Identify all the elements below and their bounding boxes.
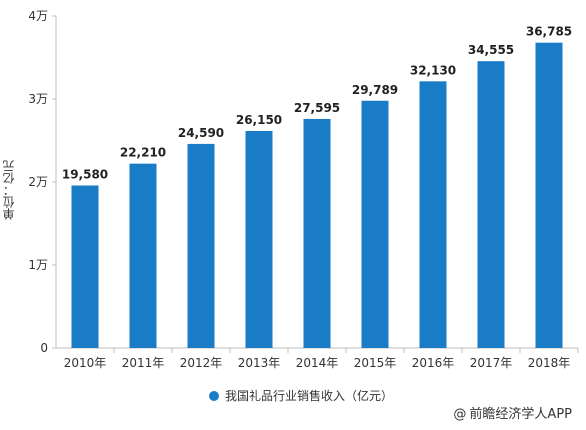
x-tick-label: 2012年 — [180, 356, 223, 370]
footer-credit-text: 前瞻经济学人APP — [469, 407, 572, 422]
y-tick-label: 3万 — [28, 92, 48, 106]
x-tick-label: 2010年 — [64, 356, 107, 370]
x-tick-label: 2014年 — [296, 356, 339, 370]
bar — [71, 185, 99, 348]
y-tick-label: 2万 — [28, 175, 48, 189]
bar — [361, 100, 389, 348]
x-tick-label: 2018年 — [528, 356, 571, 370]
data-label: 24,590 — [178, 126, 224, 140]
data-label: 36,785 — [526, 25, 572, 39]
data-label: 32,130 — [410, 63, 456, 77]
y-tick-label: 1万 — [28, 258, 48, 272]
bar — [245, 130, 273, 348]
x-tick-label: 2017年 — [470, 356, 513, 370]
bar — [303, 118, 331, 348]
bar — [187, 143, 215, 348]
bar — [129, 163, 157, 348]
data-label: 34,555 — [468, 43, 514, 57]
bar — [419, 81, 447, 349]
data-label: 26,150 — [236, 113, 282, 127]
footer-credit: @ 前瞻经济学人APP — [453, 403, 572, 422]
bar — [535, 42, 563, 348]
y-tick-label: 4万 — [28, 9, 48, 23]
data-label: 19,580 — [62, 167, 108, 181]
x-tick-label: 2013年 — [238, 356, 281, 370]
x-tick-label: 2015年 — [354, 356, 397, 370]
x-tick-label: 2011年 — [122, 356, 165, 370]
legend-label: 我国礼品行业销售收入（亿元） — [225, 388, 393, 403]
y-tick-label: 0 — [40, 341, 48, 355]
x-tick-label: 2016年 — [412, 356, 455, 370]
legend-marker — [209, 391, 219, 401]
data-label: 27,595 — [294, 101, 340, 115]
y-axis-label: 单位：亿元 — [2, 160, 16, 220]
at-symbol: @ — [453, 407, 467, 422]
data-label: 29,789 — [352, 83, 398, 97]
data-label: 22,210 — [120, 146, 166, 160]
bar — [477, 61, 505, 348]
